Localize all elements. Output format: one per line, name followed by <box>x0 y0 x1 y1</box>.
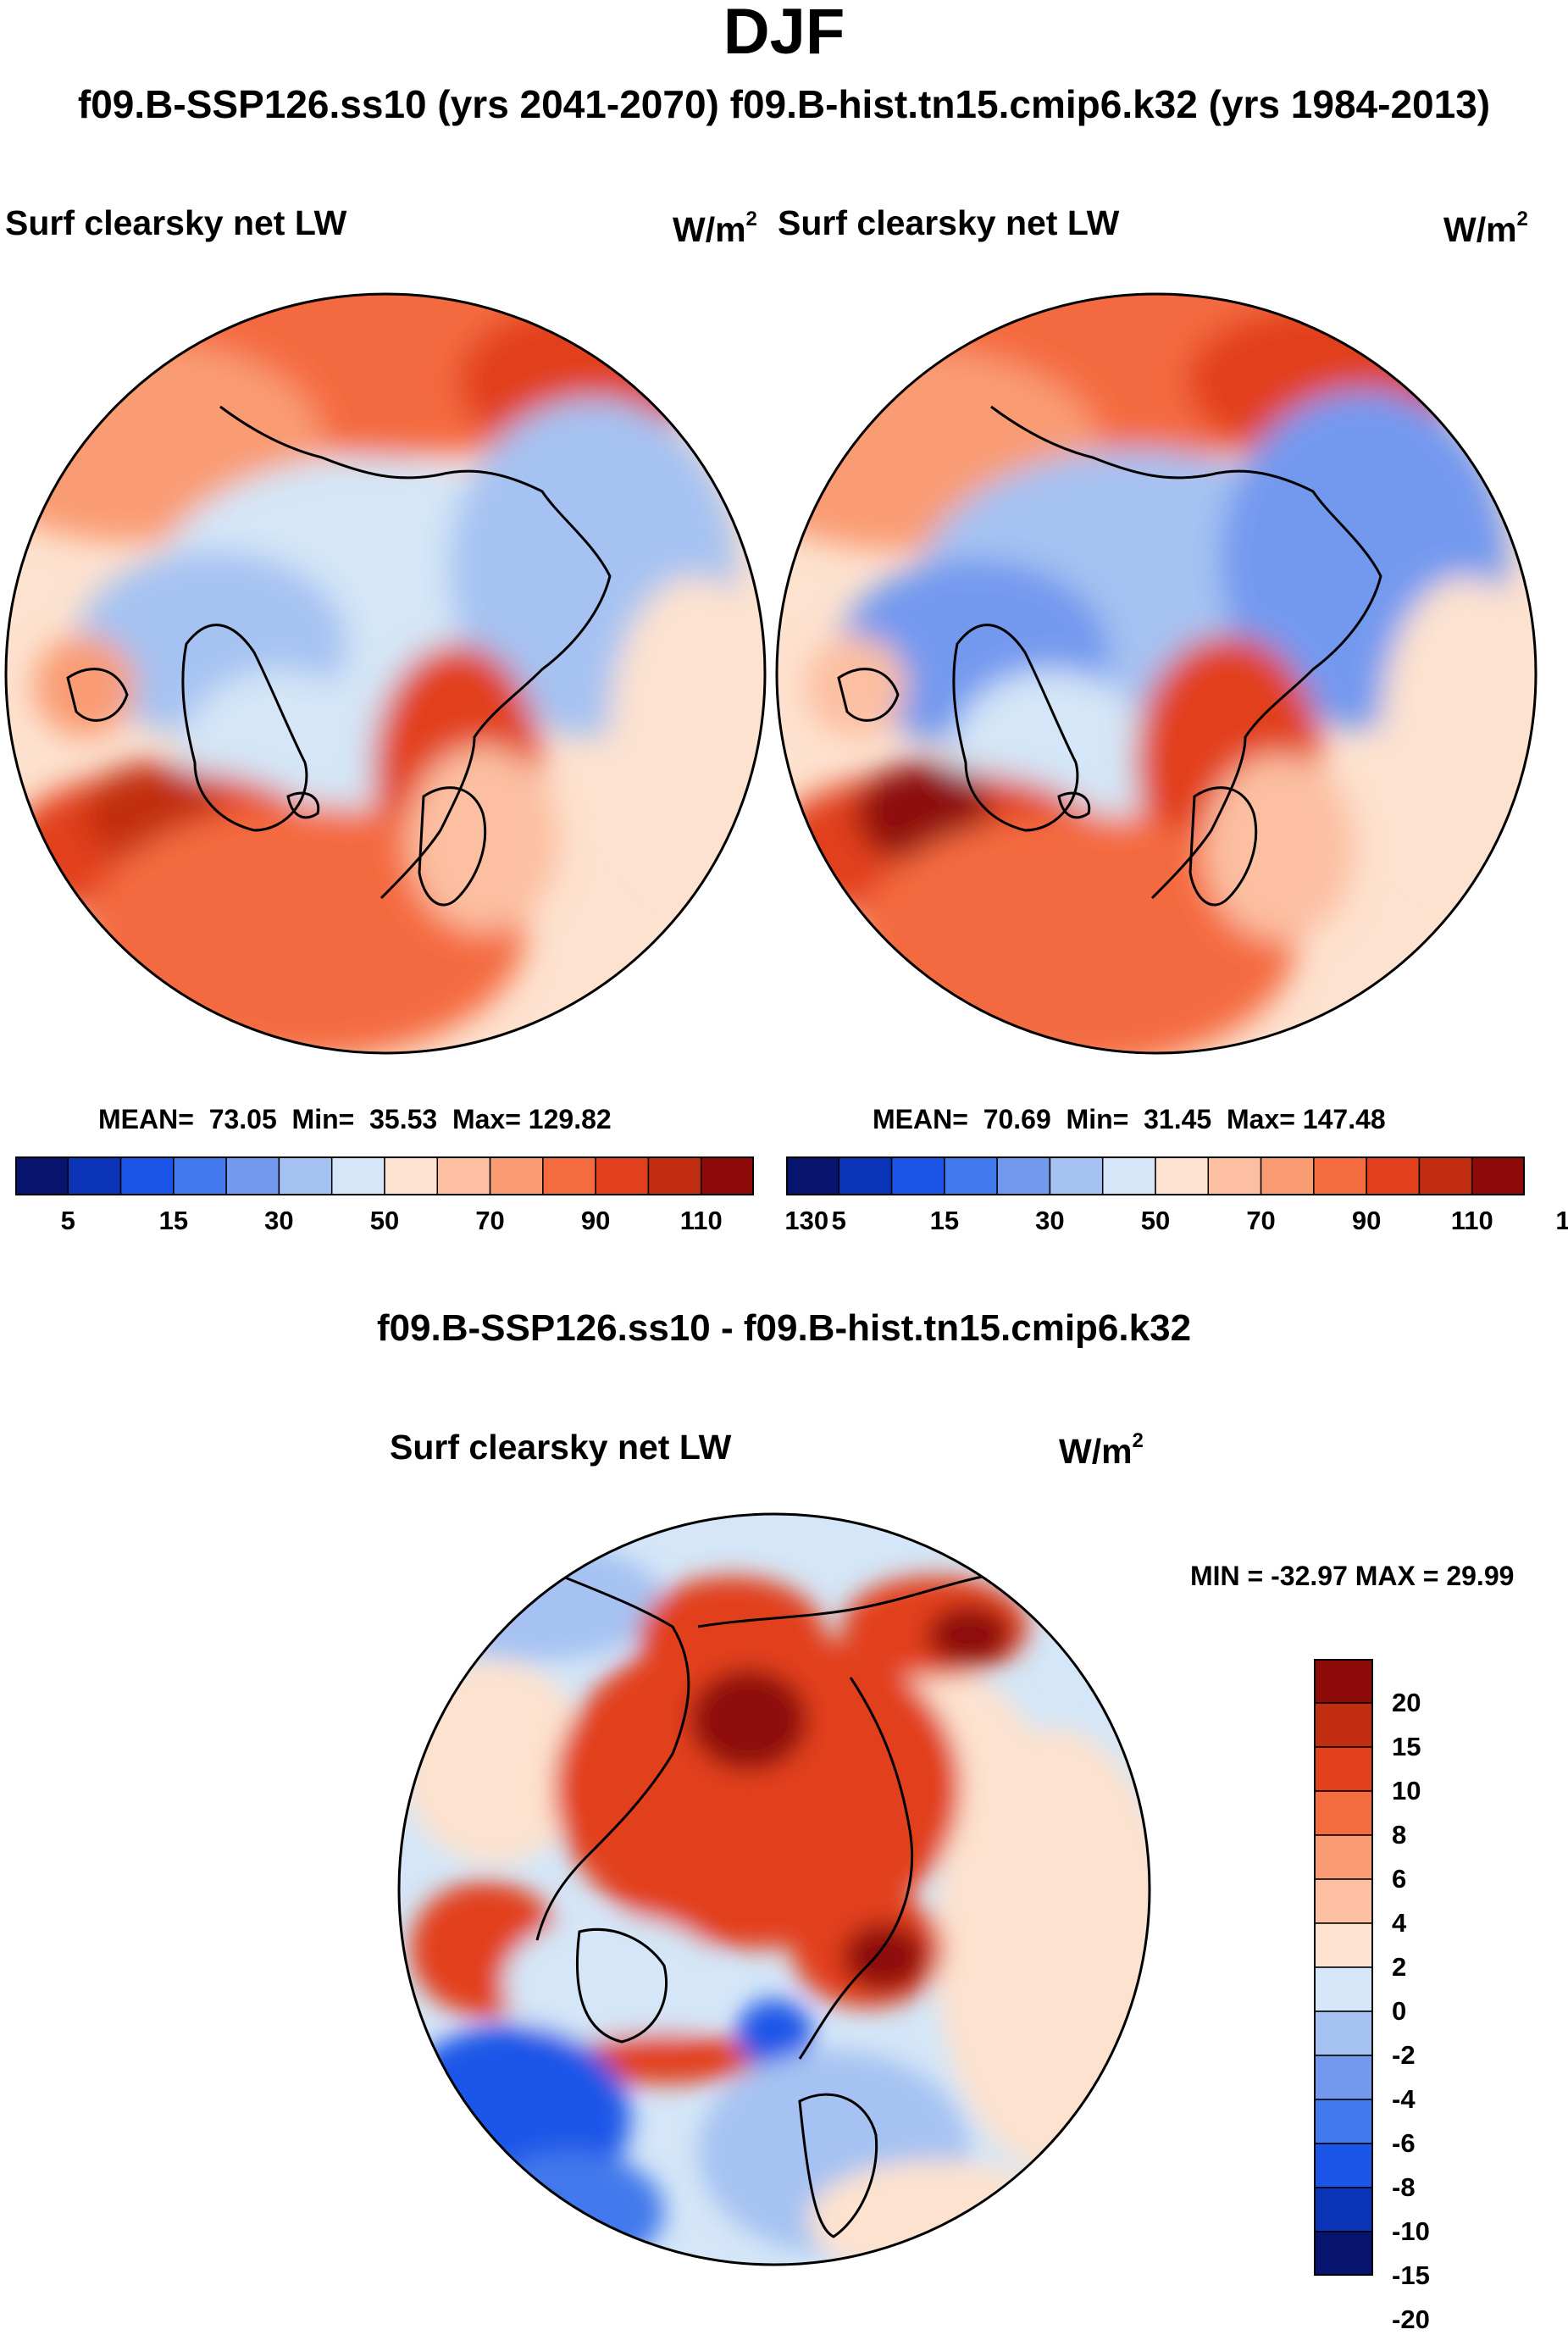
colorbar-tick-label: 10 <box>1392 1776 1421 1805</box>
colorbar-tick-label: 8 <box>1392 1820 1407 1850</box>
colorbar-swatch <box>1101 1156 1156 1195</box>
colorbar-swatch <box>1260 1156 1315 1195</box>
colorbar-tick-label: 30 <box>264 1206 294 1235</box>
difference-variable-label: Surf clearsky net LW <box>390 1428 732 1467</box>
colorbar-swatch <box>1314 1922 1373 1968</box>
colorbar-tick-label: 30 <box>1035 1206 1065 1235</box>
colorbar-swatch <box>330 1156 385 1195</box>
colorbar-swatch <box>1314 1834 1373 1880</box>
colorbar-swatch <box>944 1156 998 1195</box>
colorbar-tick-label: 50 <box>369 1206 400 1235</box>
panel1-units: W/m2 <box>673 208 757 249</box>
panel2-stats: MEAN= 70.69 Min= 31.45 Max= 147.48 <box>873 1104 1386 1134</box>
colorbar-tick-label: -6 <box>1392 2128 1416 2158</box>
colorbar-swatch <box>700 1156 754 1195</box>
colorbar-swatch <box>1314 2011 1373 2056</box>
colorbar-swatch <box>225 1156 280 1195</box>
colorbar-tick-label: 5 <box>60 1206 75 1235</box>
difference-map <box>397 1512 1151 2266</box>
colorbar-swatch <box>1314 1878 1373 1924</box>
panel2-map <box>775 292 1538 1055</box>
colorbar-swatch <box>1314 1702 1373 1748</box>
colorbar-tick-label: -8 <box>1392 2172 1416 2202</box>
colorbar-tick-label: 20 <box>1392 1688 1421 1717</box>
panel2-units: W/m2 <box>1443 208 1528 249</box>
colorbar-tick-label: 0 <box>1392 1996 1407 2026</box>
colorbar-tick-label: 5 <box>831 1206 846 1235</box>
difference-units: W/m2 <box>1059 1429 1144 1471</box>
colorbar-swatch <box>1155 1156 1210 1195</box>
colorbar-tick-label: -2 <box>1392 2040 1416 2070</box>
colorbar-swatch <box>1314 2187 1373 2232</box>
colorbar-swatch <box>1314 2231 1373 2276</box>
colorbar-swatch <box>1314 2099 1373 2144</box>
colorbar-tick-label: -20 <box>1392 2304 1430 2334</box>
colorbar-tick-label: -15 <box>1392 2260 1430 2290</box>
colorbar-swatch <box>1314 1659 1373 1704</box>
colorbar-swatch <box>67 1156 122 1195</box>
colorbar-swatch <box>838 1156 893 1195</box>
colorbar-swatch <box>173 1156 227 1195</box>
colorbar-tick-label: 110 <box>1450 1206 1493 1235</box>
colorbar-swatch <box>890 1156 945 1195</box>
colorbar-tick-label: 15 <box>158 1206 189 1235</box>
colorbar-tick-label: 4 <box>1392 1908 1407 1938</box>
colorbar-tick-label: 130 <box>784 1206 829 1235</box>
difference-colorbar <box>1314 1659 1373 2276</box>
colorbar-tick-label: 110 <box>679 1206 723 1235</box>
colorbar-swatch <box>436 1156 491 1195</box>
colorbar-swatch <box>1314 1790 1373 1836</box>
colorbar-swatch <box>1471 1156 1525 1195</box>
panel1-stats: MEAN= 73.05 Min= 35.53 Max= 129.82 <box>98 1104 612 1134</box>
colorbar-tick-label: 130 <box>1555 1206 1568 1235</box>
colorbar-tick-label: 2 <box>1392 1952 1407 1982</box>
colorbar-tick-label: 70 <box>1246 1206 1276 1235</box>
season-title: DJF <box>723 0 845 68</box>
colorbar-tick-label: 6 <box>1392 1864 1407 1894</box>
colorbar-swatch <box>1049 1156 1104 1195</box>
colorbar-tick-label: 15 <box>929 1206 960 1235</box>
colorbar-swatch <box>489 1156 544 1195</box>
colorbar-swatch <box>1314 2055 1373 2100</box>
colorbar-swatch <box>1314 2143 1373 2188</box>
colorbar-tick-label: -4 <box>1392 2084 1416 2114</box>
panel2-variable-label: Surf clearsky net LW <box>778 203 1120 242</box>
colorbar-swatch <box>1366 1156 1421 1195</box>
panel1-colorbar <box>15 1156 754 1195</box>
colorbar-swatch <box>1313 1156 1367 1195</box>
colorbar-swatch <box>595 1156 650 1195</box>
difference-minmax: MIN = -32.97 MAX = 29.99 <box>1190 1561 1515 1591</box>
colorbar-tick-label: 50 <box>1140 1206 1171 1235</box>
difference-title: f09.B-SSP126.ss10 - f09.B-hist.tn15.cmip… <box>376 1307 1192 1349</box>
colorbar-swatch <box>647 1156 702 1195</box>
colorbar-tick-label: 90 <box>1351 1206 1382 1235</box>
panel2-colorbar <box>786 1156 1525 1195</box>
colorbar-swatch <box>1314 1966 1373 2012</box>
panel1-variable-label: Surf clearsky net LW <box>5 203 347 242</box>
colorbar-swatch <box>15 1156 69 1195</box>
colorbar-swatch <box>1207 1156 1262 1195</box>
colorbar-tick-label: -10 <box>1392 2216 1430 2246</box>
colorbar-swatch <box>119 1156 175 1195</box>
colorbar-swatch <box>996 1156 1051 1195</box>
colorbar-swatch <box>278 1156 333 1195</box>
case-comparison-subtitle: f09.B-SSP126.ss10 (yrs 2041-2070) f09.B-… <box>77 82 1491 126</box>
colorbar-swatch <box>1314 1746 1373 1792</box>
colorbar-tick-label: 15 <box>1392 1732 1421 1761</box>
colorbar-swatch <box>542 1156 596 1195</box>
panel1-map <box>4 292 767 1055</box>
colorbar-tick-label: 70 <box>475 1206 505 1235</box>
colorbar-swatch <box>384 1156 439 1195</box>
colorbar-swatch <box>786 1156 840 1195</box>
colorbar-swatch <box>1418 1156 1473 1195</box>
colorbar-tick-label: 90 <box>580 1206 611 1235</box>
